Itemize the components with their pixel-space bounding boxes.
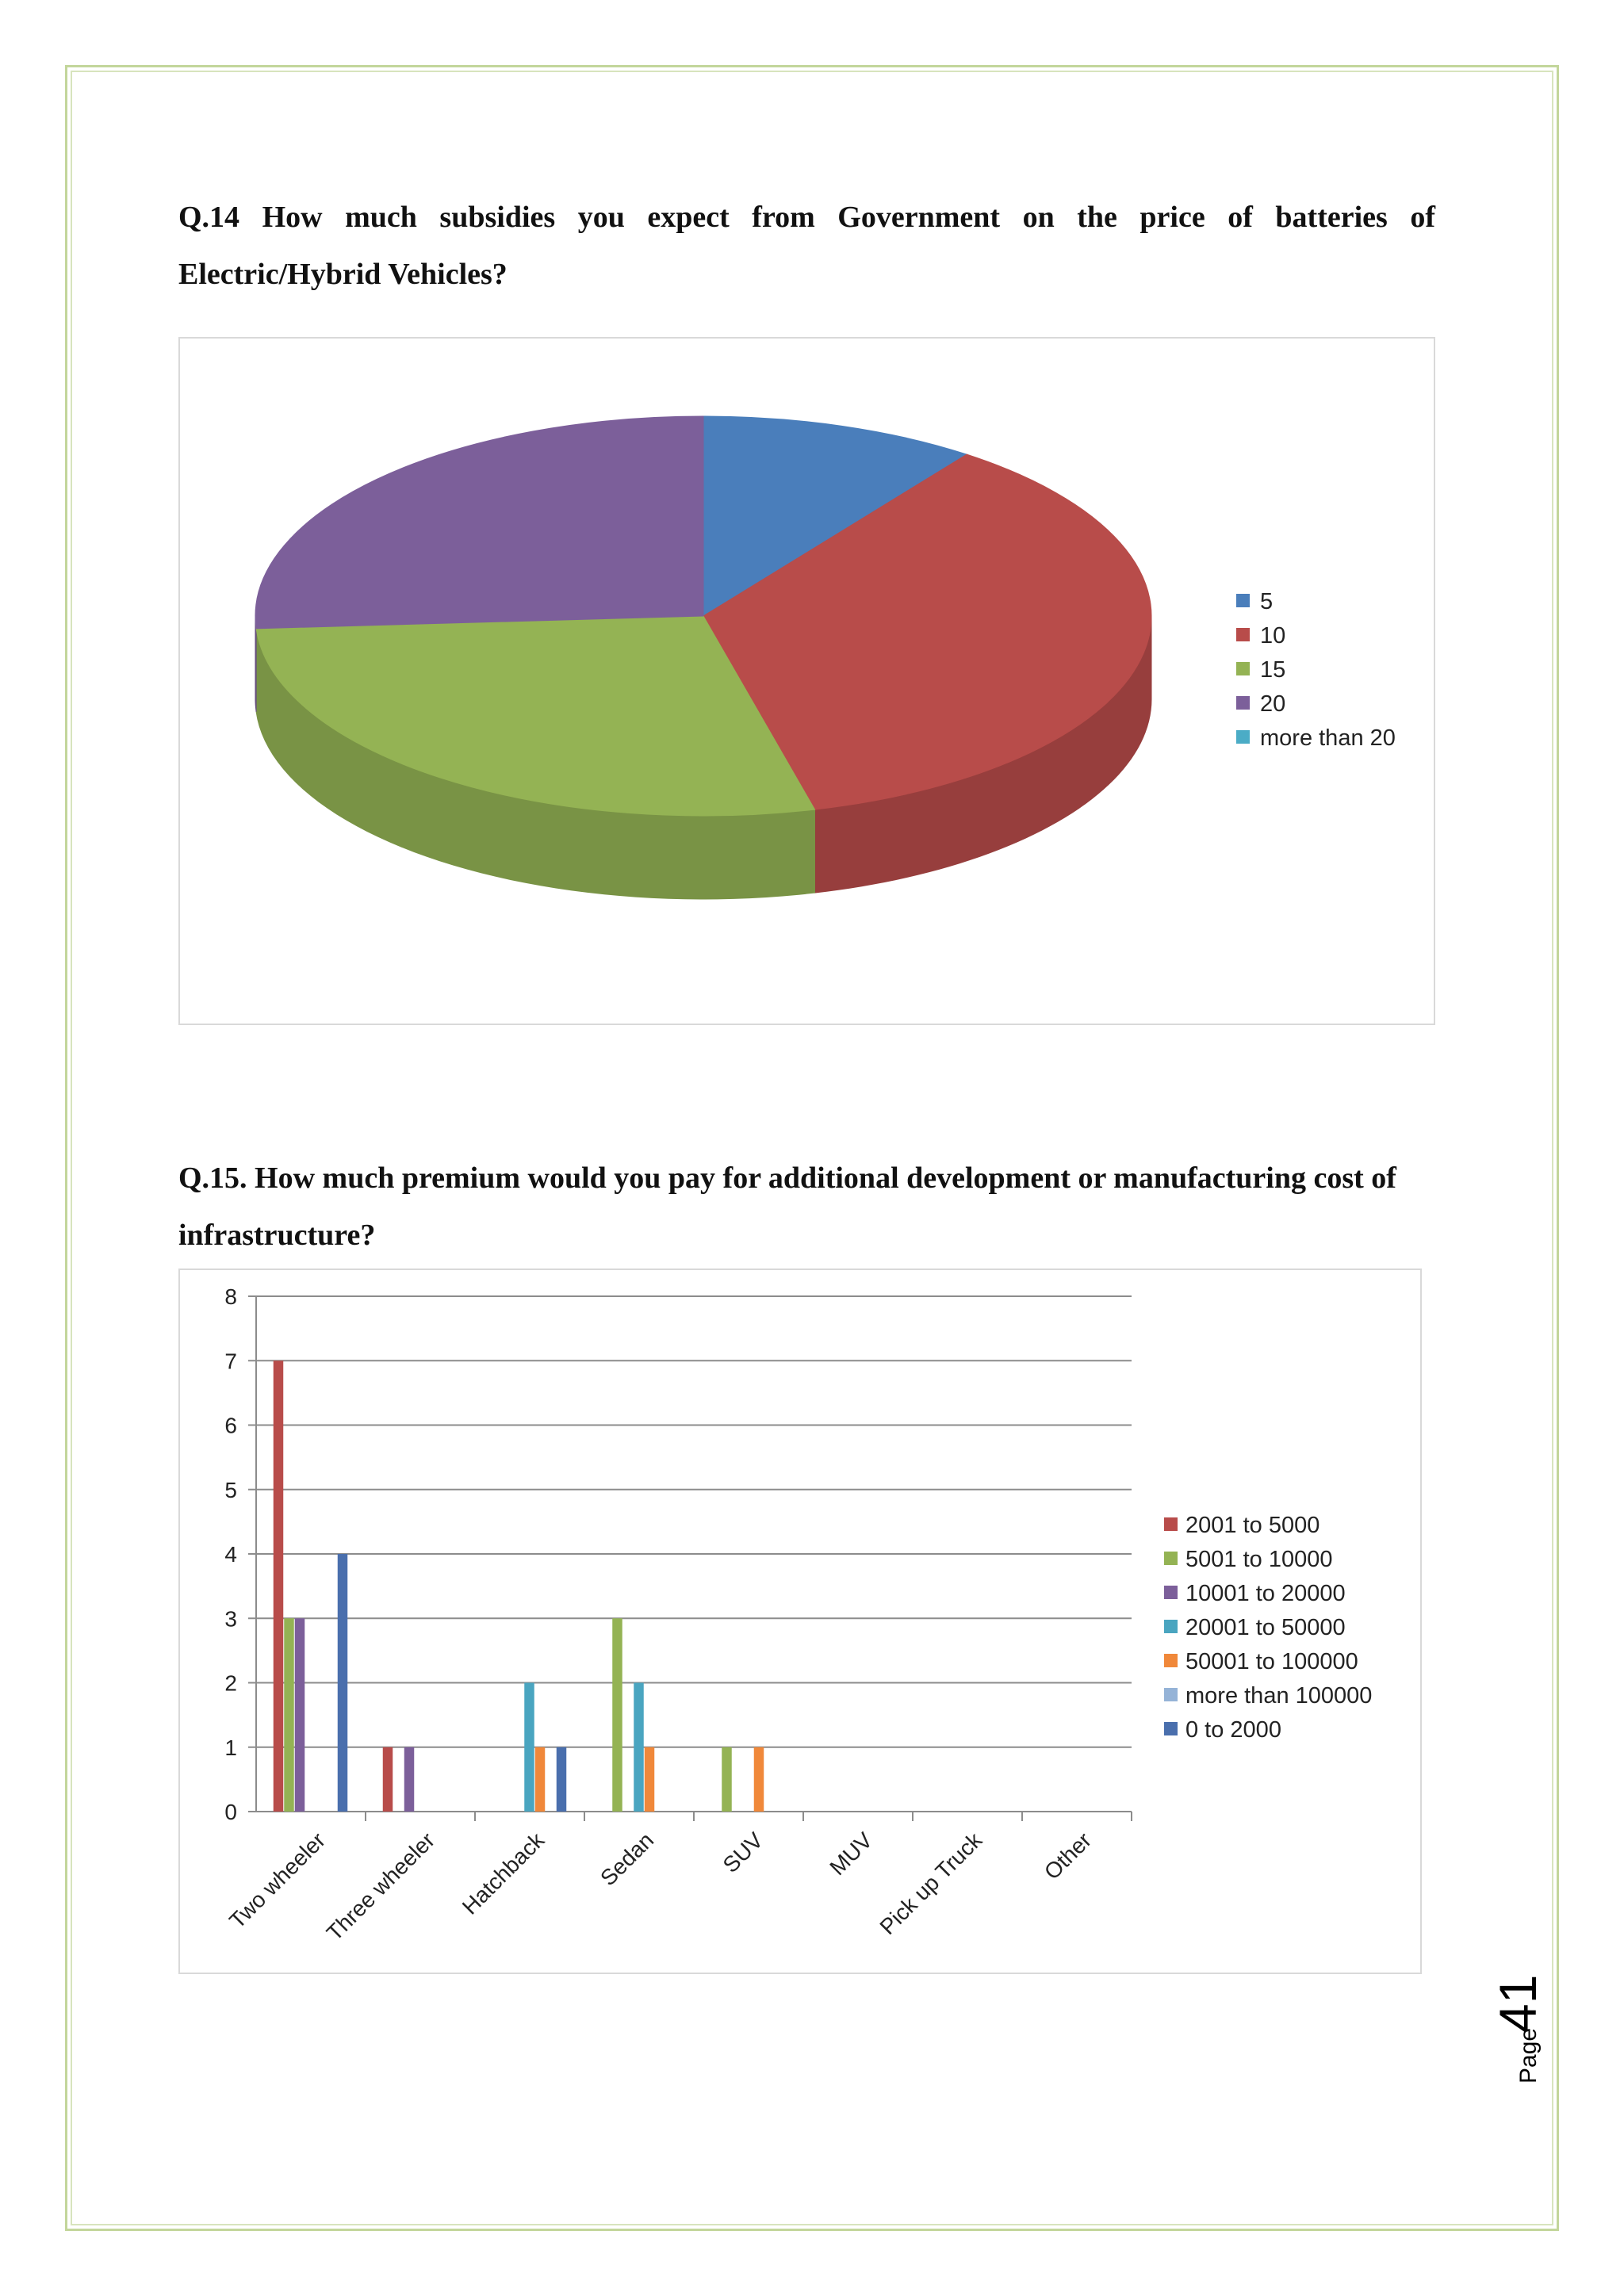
bar-legend-label-5: more than 100000 — [1185, 1683, 1372, 1709]
bar-legend-swatch-2 — [1164, 1586, 1178, 1599]
bar-legend-swatch-5 — [1164, 1688, 1178, 1701]
y-tick-label-6: 6 — [224, 1414, 237, 1438]
bar-3-3 — [634, 1682, 644, 1812]
bar-legend-label-3: 20001 to 50000 — [1185, 1615, 1346, 1640]
x-tick-label-4: SUV — [718, 1827, 768, 1877]
bar-legend-label-1: 5001 to 10000 — [1185, 1547, 1332, 1572]
y-tick-label-5: 5 — [224, 1478, 237, 1502]
pie-slice-side-3 — [255, 615, 257, 712]
pie-slice-1 — [703, 453, 1152, 810]
pie-chart: 5 10 15 20 more than 20 — [255, 415, 1396, 900]
x-tick-label-5: MUV — [825, 1827, 877, 1880]
x-tick-label-2: Hatchback — [458, 1827, 550, 1919]
y-tick-label-4: 4 — [224, 1542, 237, 1567]
bar-2-3 — [524, 1682, 534, 1812]
bar-4-4 — [753, 1747, 764, 1812]
bar-legend-swatch-1 — [1164, 1552, 1178, 1565]
pie-legend-swatch-4 — [1236, 730, 1250, 744]
bar-0-6 — [337, 1554, 348, 1812]
bar-legend-swatch-4 — [1164, 1654, 1178, 1667]
bar-legend: 2001 to 5000 5001 to 10000 10001 to 20000 2… — [1164, 1513, 1372, 1743]
bar-legend-swatch-6 — [1164, 1722, 1178, 1735]
pie-legend-swatch-1 — [1236, 628, 1250, 641]
x-tick-label-0: Two wheeler — [224, 1827, 330, 1933]
pie-legend-label-4: more than 20 — [1260, 725, 1396, 751]
question-14-heading: Q.14 How much subsidies you expect from … — [178, 201, 1435, 291]
bar-series — [273, 1360, 764, 1812]
y-tick-label-8: 8 — [224, 1284, 237, 1309]
pie-legend: 5 10 15 20 more than 20 — [1236, 589, 1396, 751]
y-tick-label-0: 0 — [224, 1800, 237, 1824]
bar-legend-label-6: 0 to 2000 — [1185, 1717, 1281, 1743]
bar-2-6 — [556, 1747, 567, 1812]
bar-legend-swatch-3 — [1164, 1620, 1178, 1633]
pie-top-layer — [255, 415, 1152, 817]
x-tick-label-6: Pick up Truck — [875, 1827, 986, 1939]
bar-legend-label-2: 10001 to 20000 — [1185, 1581, 1346, 1606]
bar-4-1 — [722, 1747, 732, 1812]
x-tick-label-7: Other — [1040, 1827, 1096, 1884]
x-tick-label-3: Sedan — [596, 1827, 658, 1890]
bar-chart-frame: 0 1 2 3 4 5 6 7 8 Two wheeler Three wheeler Hatchba… — [178, 1269, 1422, 1974]
page-number: Page 41 — [1495, 1975, 1547, 2084]
page-number-label: Page — [1515, 2028, 1542, 2084]
pie-slice-2 — [255, 615, 816, 817]
page-number-value: 41 — [1495, 1975, 1547, 2033]
pie-legend-swatch-0 — [1236, 594, 1250, 607]
pie-slice-0 — [703, 415, 968, 617]
pie-slice-3 — [255, 415, 704, 629]
bar-0-1 — [284, 1618, 294, 1812]
bar-1-2 — [404, 1747, 415, 1812]
bar-0-0 — [273, 1360, 284, 1812]
pie-legend-label-1: 10 — [1260, 623, 1285, 649]
bar-legend-label-4: 50001 to 100000 — [1185, 1649, 1358, 1674]
pie-legend-swatch-3 — [1236, 696, 1250, 710]
page-border-inner — [71, 71, 1553, 2225]
bar-legend-label-0: 2001 to 5000 — [1185, 1513, 1320, 1538]
pie-legend-label-0: 5 — [1260, 589, 1273, 614]
bar-2-4 — [534, 1747, 546, 1812]
x-tick-label-1: Three wheeler — [322, 1827, 439, 1945]
y-tick-label-3: 3 — [224, 1606, 237, 1631]
page-border — [65, 65, 1559, 2231]
bar-grid: 0 1 2 3 4 5 6 7 8 — [224, 1284, 1132, 1824]
bar-3-1 — [612, 1618, 622, 1812]
y-tick-label-1: 1 — [224, 1735, 237, 1760]
question-15-heading: Q.15. How much premium would you pay for… — [178, 1161, 1396, 1252]
pie-legend-label-3: 20 — [1260, 691, 1285, 717]
bar-3-4 — [644, 1747, 655, 1812]
bar-1-0 — [382, 1747, 393, 1812]
y-tick-label-7: 7 — [224, 1349, 237, 1373]
pie-chart-frame: 5 10 15 20 more than 20 — [178, 337, 1435, 1025]
pie-legend-swatch-2 — [1236, 662, 1250, 675]
bar-0-2 — [294, 1618, 305, 1812]
bar-legend-swatch-0 — [1164, 1517, 1178, 1531]
pie-legend-label-2: 15 — [1260, 657, 1285, 683]
y-tick-label-2: 2 — [224, 1671, 237, 1696]
